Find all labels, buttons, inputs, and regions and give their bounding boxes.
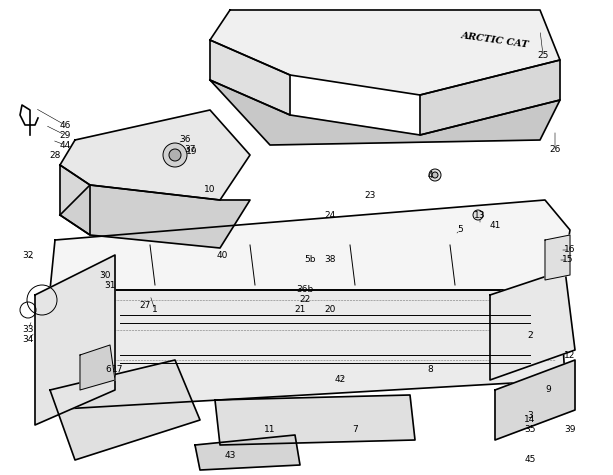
- Text: 46: 46: [59, 121, 70, 130]
- Text: 4: 4: [427, 171, 433, 180]
- Text: 31: 31: [104, 281, 116, 289]
- Text: 3: 3: [527, 410, 533, 419]
- Text: 5b: 5b: [304, 256, 316, 265]
- Text: 42: 42: [334, 376, 346, 384]
- Text: 37: 37: [185, 145, 196, 154]
- Text: 25: 25: [538, 50, 549, 59]
- Text: 27: 27: [139, 301, 151, 310]
- Text: 30: 30: [99, 270, 111, 279]
- Polygon shape: [210, 10, 560, 95]
- Polygon shape: [490, 270, 575, 380]
- Polygon shape: [210, 40, 290, 115]
- Circle shape: [169, 149, 181, 161]
- Text: 35: 35: [524, 426, 536, 435]
- Text: 24: 24: [324, 210, 336, 219]
- Text: 19: 19: [186, 148, 198, 156]
- Text: 33: 33: [22, 325, 34, 334]
- Polygon shape: [60, 110, 250, 200]
- Polygon shape: [45, 290, 565, 410]
- Polygon shape: [60, 185, 250, 248]
- Text: 1: 1: [152, 305, 158, 314]
- Polygon shape: [495, 360, 575, 440]
- Text: 12: 12: [565, 351, 576, 360]
- Text: 23: 23: [364, 190, 376, 200]
- Text: 41: 41: [489, 220, 501, 229]
- Text: 20: 20: [324, 305, 336, 314]
- Text: 8: 8: [427, 365, 433, 374]
- Text: 2: 2: [527, 331, 533, 340]
- Text: ARCTIC CAT: ARCTIC CAT: [460, 31, 529, 50]
- Text: 38: 38: [324, 256, 336, 265]
- Text: 29: 29: [59, 131, 70, 140]
- Text: 22: 22: [299, 295, 311, 304]
- Text: 39: 39: [564, 426, 576, 435]
- Text: 10: 10: [204, 186, 216, 194]
- Text: 44: 44: [59, 141, 70, 150]
- Text: 16: 16: [564, 246, 576, 255]
- Text: 45: 45: [524, 456, 536, 465]
- Polygon shape: [50, 200, 570, 290]
- Circle shape: [163, 143, 187, 167]
- Text: 26: 26: [549, 145, 561, 154]
- Polygon shape: [215, 395, 415, 445]
- Polygon shape: [60, 165, 90, 235]
- Polygon shape: [210, 80, 560, 145]
- Circle shape: [432, 172, 438, 178]
- Text: 40: 40: [216, 250, 227, 259]
- Polygon shape: [35, 255, 115, 425]
- Polygon shape: [50, 360, 200, 460]
- Text: 36: 36: [179, 135, 191, 144]
- Text: 43: 43: [224, 450, 235, 459]
- Text: 13: 13: [474, 210, 485, 219]
- Polygon shape: [195, 435, 300, 470]
- Circle shape: [429, 169, 441, 181]
- Text: 11: 11: [264, 426, 276, 435]
- Text: 15: 15: [562, 256, 574, 265]
- Text: 7: 7: [352, 426, 358, 435]
- Text: 6: 6: [105, 365, 111, 374]
- Text: 28: 28: [49, 151, 61, 160]
- Text: 14: 14: [524, 416, 536, 425]
- Polygon shape: [420, 60, 560, 135]
- Polygon shape: [80, 345, 115, 390]
- Polygon shape: [545, 235, 570, 280]
- Text: 17: 17: [112, 365, 124, 374]
- Text: 21: 21: [294, 305, 306, 314]
- Circle shape: [473, 210, 483, 220]
- Text: 9: 9: [545, 386, 551, 395]
- Text: 34: 34: [22, 335, 34, 344]
- Text: 36b: 36b: [296, 285, 314, 294]
- Text: 32: 32: [22, 250, 34, 259]
- Text: 5: 5: [457, 226, 463, 235]
